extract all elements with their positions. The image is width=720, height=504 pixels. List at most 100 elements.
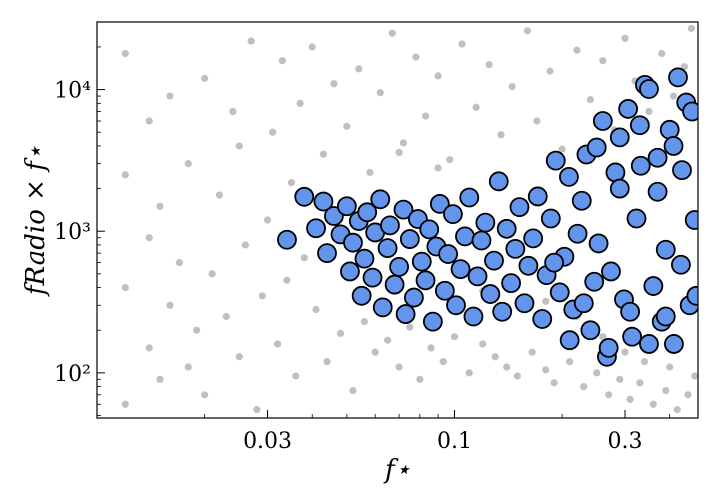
highlighted-point — [313, 191, 334, 212]
highlighted-point — [294, 186, 315, 207]
background-point — [355, 65, 363, 73]
background-point — [343, 122, 351, 130]
background-point — [427, 344, 435, 352]
highlighted-point — [411, 251, 432, 272]
background-point — [491, 353, 499, 361]
highlighted-point — [389, 256, 410, 277]
background-point — [235, 353, 243, 361]
highlighted-point — [492, 301, 513, 322]
highlighted-point — [403, 287, 424, 308]
background-point — [691, 372, 698, 380]
y-axis-title: fRadio × f⋆ — [21, 145, 51, 297]
highlighted-point — [484, 250, 504, 271]
highlighted-point — [592, 111, 613, 131]
highlighted-point — [571, 190, 592, 211]
background-point — [323, 358, 331, 366]
background-point — [412, 53, 420, 61]
highlighted-point — [377, 238, 398, 258]
background-point — [145, 344, 153, 352]
background-point — [383, 336, 392, 344]
background-point — [472, 103, 480, 111]
plot-frame — [96, 21, 699, 419]
background-point — [605, 391, 613, 399]
highlighted-point — [659, 119, 680, 140]
background-point — [580, 382, 588, 391]
highlighted-point — [626, 208, 647, 229]
background-point — [497, 131, 505, 139]
highlighted-point — [463, 306, 484, 327]
background-point — [336, 329, 345, 337]
background-point — [184, 160, 192, 168]
background-point — [669, 92, 678, 100]
background-point — [636, 379, 644, 387]
highlighted-point — [471, 230, 492, 251]
background-point — [184, 363, 192, 371]
background-point — [542, 366, 550, 374]
background-point — [300, 254, 308, 262]
background-point — [479, 340, 487, 348]
background-point — [508, 82, 516, 91]
x-axis-title: f⋆ — [383, 455, 411, 485]
background-point — [573, 46, 581, 54]
highlighted-point — [601, 261, 621, 282]
background-point — [550, 379, 558, 387]
background-point — [645, 107, 653, 116]
background-point — [434, 164, 442, 172]
background-point — [621, 348, 629, 356]
highlighted-point — [598, 338, 619, 358]
background-point — [121, 49, 129, 58]
y-axis: 10² 10³ 10⁴ — [54, 46, 105, 416]
background-point — [485, 61, 493, 69]
highlighted-point — [505, 239, 526, 259]
highlighted-point — [336, 196, 357, 217]
x-tick-label: 0.3 — [608, 429, 643, 454]
highlighted-point — [399, 229, 420, 249]
highlighted-point — [446, 295, 466, 316]
highlighted-point — [668, 67, 688, 88]
background-point — [593, 369, 601, 377]
highlighted-point — [340, 261, 360, 282]
highlighted-point — [480, 284, 501, 304]
highlighted-point — [630, 155, 651, 176]
background-point — [586, 95, 594, 104]
highlighted-point — [277, 229, 297, 250]
background-point — [121, 283, 129, 292]
highlighted-point — [573, 293, 594, 314]
highlighted-point — [488, 171, 509, 192]
background-point — [649, 400, 657, 408]
background-point — [542, 297, 550, 305]
background-point — [599, 57, 607, 65]
highlighted-point — [532, 309, 553, 329]
highlighted-point — [682, 101, 698, 122]
highlighted-point — [580, 320, 601, 341]
background-point — [371, 348, 379, 356]
highlighted-point — [501, 273, 521, 294]
background-point — [513, 372, 522, 380]
highlighted-point — [372, 297, 393, 318]
background-point — [258, 292, 266, 300]
background-point — [558, 145, 566, 153]
highlighted-point — [415, 270, 436, 291]
background-point — [395, 148, 403, 157]
background-point — [273, 340, 282, 348]
background-point — [278, 57, 286, 65]
highlighted-point — [540, 208, 561, 229]
background-point — [599, 333, 607, 341]
background-point — [145, 117, 153, 125]
background-point — [229, 107, 237, 116]
background-point — [662, 386, 670, 395]
background-point — [684, 391, 692, 399]
background-point — [283, 276, 291, 284]
background-point — [330, 80, 338, 88]
x-tick-label: 0.03 — [243, 429, 292, 454]
highlighted-point — [357, 202, 378, 223]
background-point — [523, 27, 532, 35]
background-point — [287, 179, 296, 187]
background-point — [533, 117, 541, 125]
background-point — [465, 369, 473, 377]
background-point — [399, 139, 408, 147]
highlighted-point — [584, 271, 605, 292]
highlighted-point — [351, 285, 372, 306]
highlighted-point — [422, 311, 443, 332]
highlighted-point — [438, 244, 459, 264]
